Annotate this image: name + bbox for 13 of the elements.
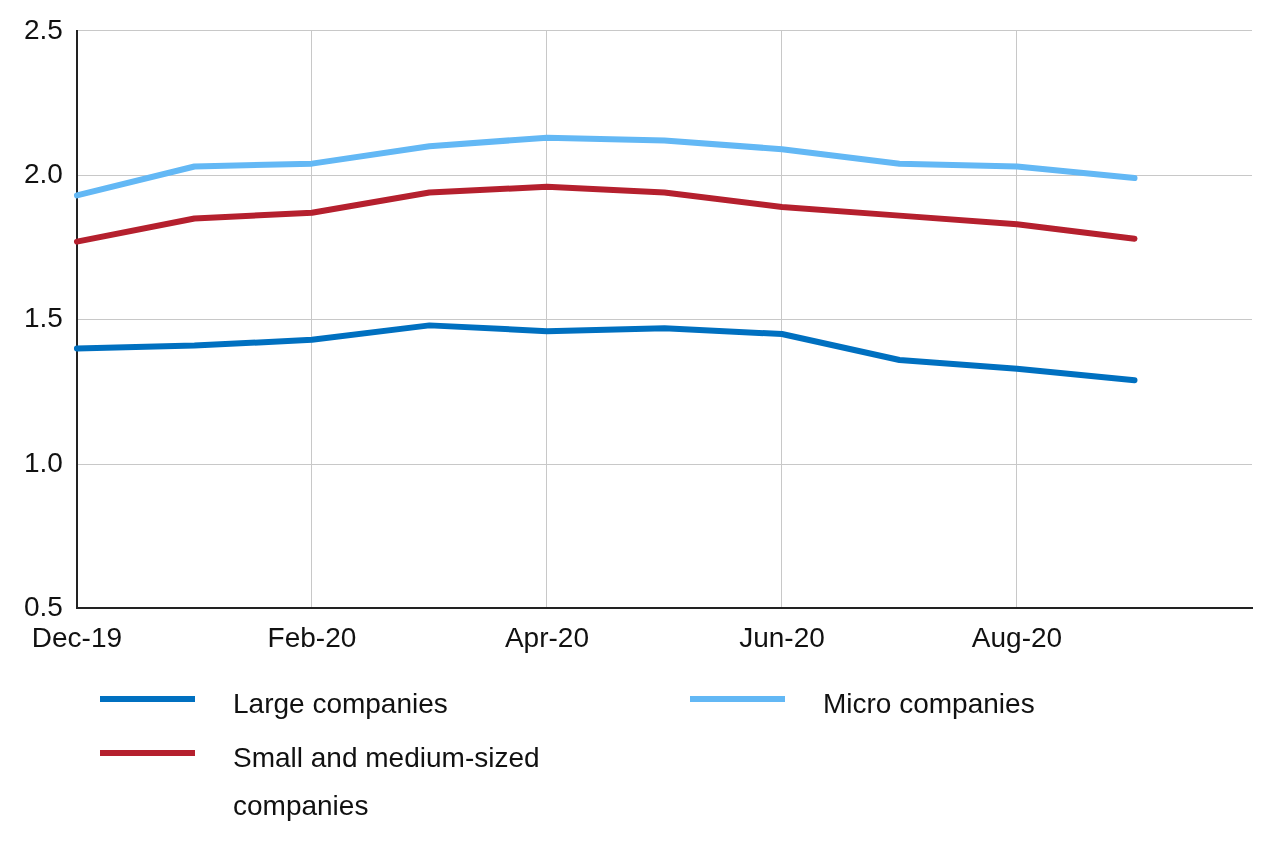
x-tick-label: Apr-20	[504, 621, 589, 653]
x-tick-label: Feb-20	[267, 621, 357, 653]
y-tick-label: 0.5	[23, 591, 63, 623]
x-tick-label: Dec-19	[31, 621, 123, 653]
legend-label: Small and medium-sized companies	[233, 741, 541, 823]
x-tick-label: Aug-20	[971, 621, 1063, 653]
y-tick-label: 1.0	[23, 446, 63, 478]
y-tick-label: 1.5	[23, 302, 63, 334]
y-tick-label: 2.5	[23, 13, 63, 45]
legend-label: Micro companies	[823, 687, 1035, 721]
y-tick-label: 2.0	[23, 157, 63, 189]
x-tick-label: Jun-20	[739, 621, 825, 653]
legend-label: Large companies	[233, 687, 448, 721]
